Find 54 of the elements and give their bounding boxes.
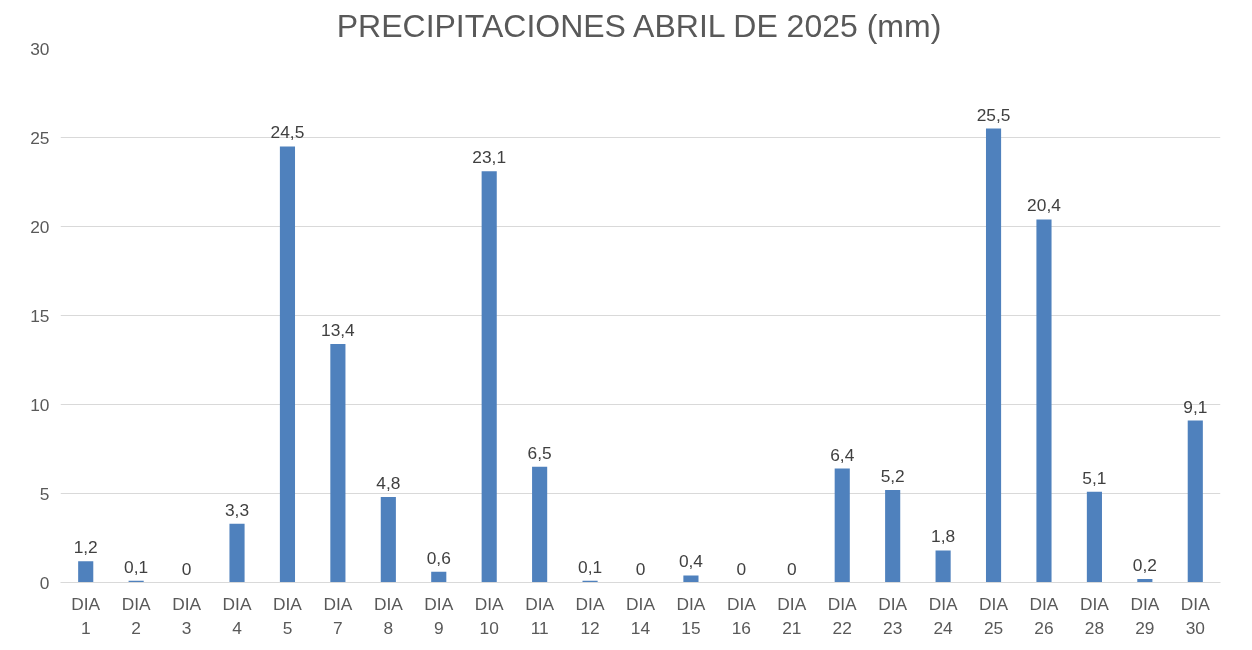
data-label: 3,3 bbox=[224, 499, 250, 520]
data-label: 0,6 bbox=[426, 547, 451, 568]
x-tick-label: DIA 5 bbox=[273, 593, 303, 638]
data-label: 6,5 bbox=[527, 442, 552, 463]
data-label: 20,4 bbox=[1027, 195, 1062, 216]
data-label: 13,4 bbox=[321, 319, 356, 340]
x-tick-label: DIA 3 bbox=[172, 593, 202, 638]
x-tick-label: DIA 1 bbox=[71, 593, 101, 638]
x-tick-label: DIA 15 bbox=[676, 593, 706, 638]
data-label: 6,4 bbox=[830, 444, 855, 465]
x-tick-label: DIA 25 bbox=[979, 593, 1009, 638]
y-tick-label: 0 bbox=[39, 572, 50, 593]
data-label: 0,1 bbox=[124, 556, 149, 577]
data-label: 4,8 bbox=[376, 473, 401, 494]
data-label: 1,2 bbox=[73, 537, 98, 558]
data-label: 9,1 bbox=[1183, 396, 1208, 417]
x-tick-label: DIA 12 bbox=[575, 593, 605, 638]
y-tick-label: 20 bbox=[30, 216, 50, 237]
data-label: 5,1 bbox=[1082, 467, 1107, 488]
y-tick-label: 30 bbox=[30, 38, 50, 59]
x-tick-label: DIA 21 bbox=[777, 593, 807, 638]
x-tick-label: DIA 10 bbox=[474, 593, 505, 638]
x-tick-label: DIA 7 bbox=[323, 593, 353, 638]
x-tick-label: DIA 14 bbox=[626, 593, 656, 638]
x-tick-label: DIA 8 bbox=[373, 593, 404, 638]
x-tick-label: DIA 2 bbox=[121, 593, 152, 638]
y-tick-label: 15 bbox=[30, 305, 50, 326]
x-tick-label: DIA 23 bbox=[878, 593, 908, 638]
data-label: 1,8 bbox=[931, 526, 956, 547]
data-label: 0 bbox=[736, 558, 747, 579]
data-label: 24,5 bbox=[270, 122, 305, 143]
x-tick-label: DIA 24 bbox=[928, 593, 958, 638]
x-tick-label: DIA 26 bbox=[1029, 593, 1059, 638]
x-tick-label: DIA 9 bbox=[424, 593, 454, 638]
chart-title: PRECIPITACIONES ABRIL DE 2025 (mm) bbox=[336, 7, 942, 44]
x-tick-label: DIA 22 bbox=[827, 593, 858, 638]
x-tick-label: DIA 16 bbox=[726, 593, 757, 638]
x-tick-label: DIA 30 bbox=[1180, 593, 1211, 638]
data-label: 25,5 bbox=[976, 104, 1011, 125]
data-label: 0,4 bbox=[678, 551, 704, 572]
data-label: 0,1 bbox=[578, 556, 603, 577]
y-tick-label: 10 bbox=[30, 394, 50, 415]
data-label: 23,1 bbox=[472, 147, 507, 168]
x-tick-label: DIA 28 bbox=[1079, 593, 1110, 638]
data-label: 0,2 bbox=[1132, 554, 1157, 575]
y-tick-label: 25 bbox=[30, 127, 50, 148]
data-label: 0 bbox=[786, 558, 797, 579]
data-label: 5,2 bbox=[880, 465, 905, 486]
data-label: 0 bbox=[181, 558, 192, 579]
y-tick-label: 5 bbox=[39, 483, 50, 504]
x-tick-label: DIA 11 bbox=[525, 593, 555, 638]
x-tick-label: DIA 4 bbox=[222, 593, 252, 638]
x-tick-label: DIA 29 bbox=[1130, 593, 1160, 638]
data-label: 0 bbox=[635, 558, 646, 579]
